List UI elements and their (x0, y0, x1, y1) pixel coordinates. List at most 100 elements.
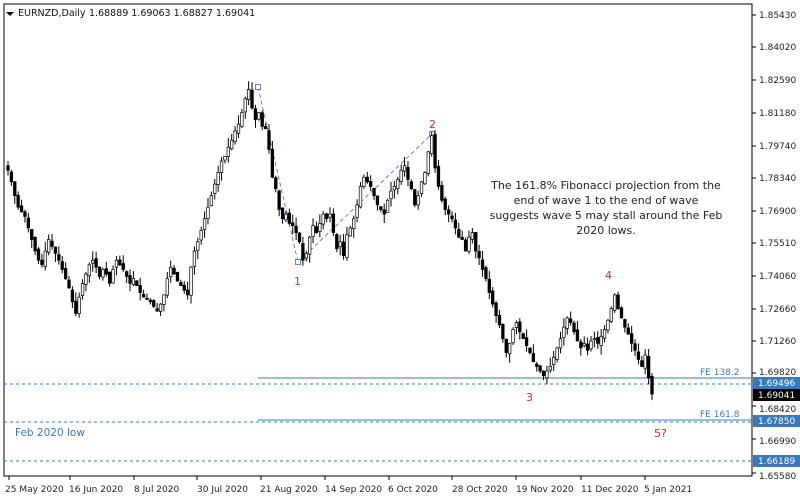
candle-body (335, 234, 339, 250)
candle-body (545, 370, 549, 379)
candle-body (399, 169, 403, 182)
candle-body (77, 296, 81, 314)
y-tick-label: 1.68420 (759, 405, 796, 415)
chart-menu-triangle-icon[interactable] (6, 12, 14, 16)
candle-body (579, 341, 583, 349)
candle-body (569, 318, 573, 323)
candle-body (121, 263, 125, 270)
fib-anchor-b[interactable] (295, 259, 301, 265)
candle-body (19, 205, 24, 213)
candle-body (43, 250, 47, 267)
candle-body (16, 194, 20, 208)
candle-body (494, 302, 498, 316)
price-box-upper (753, 377, 800, 389)
candle-body (480, 259, 485, 270)
fibonacci-tool-line[interactable] (257, 86, 433, 263)
candle-body (623, 319, 627, 328)
annotation-line-1: The 161.8% Fibonacci projection from the (490, 179, 721, 192)
candle-body (70, 289, 75, 303)
candle-body (97, 266, 102, 277)
candle-body (372, 187, 376, 197)
candle-body (128, 275, 132, 284)
candle-body (318, 222, 322, 232)
candle-body (385, 199, 390, 213)
candle-body (91, 259, 95, 264)
candle-body (491, 290, 495, 305)
candle-body (426, 151, 430, 174)
candle-body (331, 213, 336, 233)
candle-body (294, 225, 298, 233)
candle-body (189, 266, 193, 296)
candle-body (379, 206, 383, 210)
y-tick-label: 1.72660 (759, 305, 796, 315)
chart-symbol: EURNZD,Daily (18, 8, 86, 19)
candle-body (267, 130, 271, 150)
candle-body (192, 250, 197, 267)
candle-body (365, 176, 369, 183)
candle-body (304, 252, 308, 259)
price-box-current-text: 1.69041 (758, 391, 795, 401)
candle-body (131, 278, 136, 285)
candle-body (446, 209, 451, 215)
y-tick-label: 1.66990 (759, 437, 796, 447)
candle-body (179, 282, 183, 286)
candle-body (148, 299, 153, 303)
y-axis: 1.85430 1.84020 1.82590 1.81180 1.79740 … (752, 11, 796, 482)
candle-body (196, 241, 200, 251)
candle-body (535, 363, 539, 367)
candle-body (511, 329, 515, 344)
candle-body (562, 326, 566, 338)
candle-body (575, 329, 580, 342)
candle-body (206, 206, 210, 219)
y-tick-label: 1.82590 (759, 76, 796, 86)
candle-body (135, 280, 139, 286)
candle-body (423, 172, 427, 185)
candle-body (50, 240, 54, 247)
candle-body (301, 243, 305, 261)
annotation-text: The 161.8% Fibonacci projection from the… (490, 179, 723, 237)
candle-body (643, 354, 647, 369)
candle-body (213, 183, 217, 194)
candle-body (470, 232, 475, 240)
x-tick-label: 11 Dec 2020 (581, 485, 639, 495)
candle-body (74, 300, 78, 314)
price-box-fe161-text: 1.67850 (758, 417, 795, 427)
candle-body (257, 112, 261, 120)
candle-body (565, 317, 569, 329)
candle-body (382, 209, 386, 215)
candle-body (613, 294, 617, 311)
candle-body (141, 293, 146, 298)
fib-anchor-a[interactable] (255, 84, 261, 90)
candle-body (165, 278, 169, 296)
candle-body (457, 228, 461, 238)
candle-body (497, 314, 502, 326)
price-box-bottom-text: 1.66189 (758, 457, 795, 467)
candle-body (23, 211, 27, 217)
candle-body (111, 269, 115, 284)
candle-body (646, 355, 651, 379)
candle-body (501, 323, 505, 340)
x-tick-label: 8 Jul 2020 (134, 485, 179, 495)
candle-body (433, 133, 437, 169)
candle-body (409, 181, 413, 190)
candle-body (274, 177, 278, 190)
candle-body (599, 336, 603, 346)
x-tick-label: 6 Oct 2020 (388, 485, 438, 495)
candle-body (47, 239, 51, 253)
candle-body (57, 254, 61, 261)
candle-body (30, 229, 34, 240)
y-tick-label: 1.79740 (759, 142, 796, 152)
price-box-current (753, 389, 800, 401)
chart-ohlc: 1.68889 1.69063 1.68827 1.69041 (89, 8, 255, 19)
candle-body (226, 146, 230, 157)
candle-body (396, 179, 400, 190)
candle-body (253, 108, 258, 120)
price-box-upper-text: 1.69496 (758, 379, 795, 389)
candle-body (616, 294, 620, 310)
x-tick-label: 5 Jan 2021 (644, 485, 692, 495)
candle-body (270, 148, 275, 178)
candle-body (524, 337, 529, 346)
candle-body (596, 337, 600, 344)
candle-body (352, 218, 356, 229)
